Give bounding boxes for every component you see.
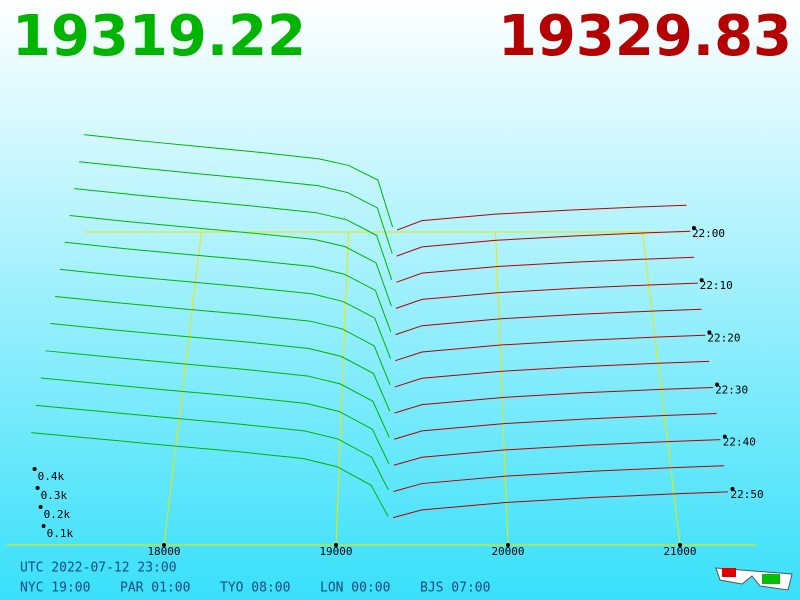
depth-line [394,413,717,440]
time-tick [699,278,704,283]
depth-line [396,230,691,257]
plot: 18000 19000 20000 21000 0.1k 0.2k 0.3k 0.4k 22:0… [6,134,764,558]
depth-line [395,308,702,336]
depth-line [396,204,687,231]
time-tick-label: 22:30 [715,384,748,397]
y-tick-label: 0.4k [38,470,65,483]
depth-line [83,134,394,228]
ask-price: 19329.83 [498,4,792,69]
depth-line [393,439,721,466]
depth-line [40,377,390,464]
time-tick [715,382,720,387]
y-tick [32,467,37,471]
depth-line [35,404,389,491]
depth-line [55,296,391,385]
depth-line [394,386,713,414]
depth-line [50,323,391,412]
y-tick [41,524,46,528]
depth-line [74,188,393,280]
city-clock: TYO 08:00 [220,581,290,596]
y-tick-label: 0.2k [44,508,71,521]
city-clock: LON 00:00 [320,581,390,596]
y-tick [38,505,43,509]
grid-line [335,231,349,546]
y-tick-label: 0.1k [47,527,74,540]
y-tick-label: 0.3k [41,489,68,502]
depth-line [393,465,725,493]
depth-line [64,241,392,333]
time-tick [691,226,696,230]
time-tick-label: 22:10 [700,279,733,292]
x-tick [678,543,682,547]
x-tick [334,543,338,547]
grid-line [495,231,509,546]
depth-line [45,350,390,438]
grid-line [163,231,202,546]
city-clock: BJS 07:00 [420,581,490,596]
x-tick-label: 20000 [491,545,524,558]
depth-line [392,491,728,519]
time-tick-label: 22:50 [730,488,763,501]
time-tick-label: 22:00 [692,227,725,240]
x-tick [162,543,166,547]
grid-line [642,231,681,546]
depth-line [394,360,710,388]
x-tick-label: 21000 [663,545,696,558]
depth-line [31,432,389,517]
x-tick [506,543,510,547]
x-tick-label: 18000 [147,545,180,558]
city-clock: NYC 19:00 [20,581,90,596]
depth-line [395,282,698,309]
y-tick [35,486,40,490]
depth-line [69,214,392,307]
utc-time: UTC 2022-07-12 23:00 [20,561,177,576]
city-clock: PAR 01:00 [120,581,190,596]
time-tick-label: 22:20 [707,331,740,344]
depth-line [395,334,706,362]
time-tick [730,486,735,491]
depth-line [59,268,391,359]
time-tick [722,434,727,439]
depth-line [396,256,695,283]
bid-price: 19319.22 [12,4,306,69]
depth-line [79,161,393,254]
time-tick-label: 22:40 [723,436,756,449]
time-tick [707,330,712,335]
x-tick-label: 19000 [319,545,352,558]
glasses-icon [715,567,793,591]
